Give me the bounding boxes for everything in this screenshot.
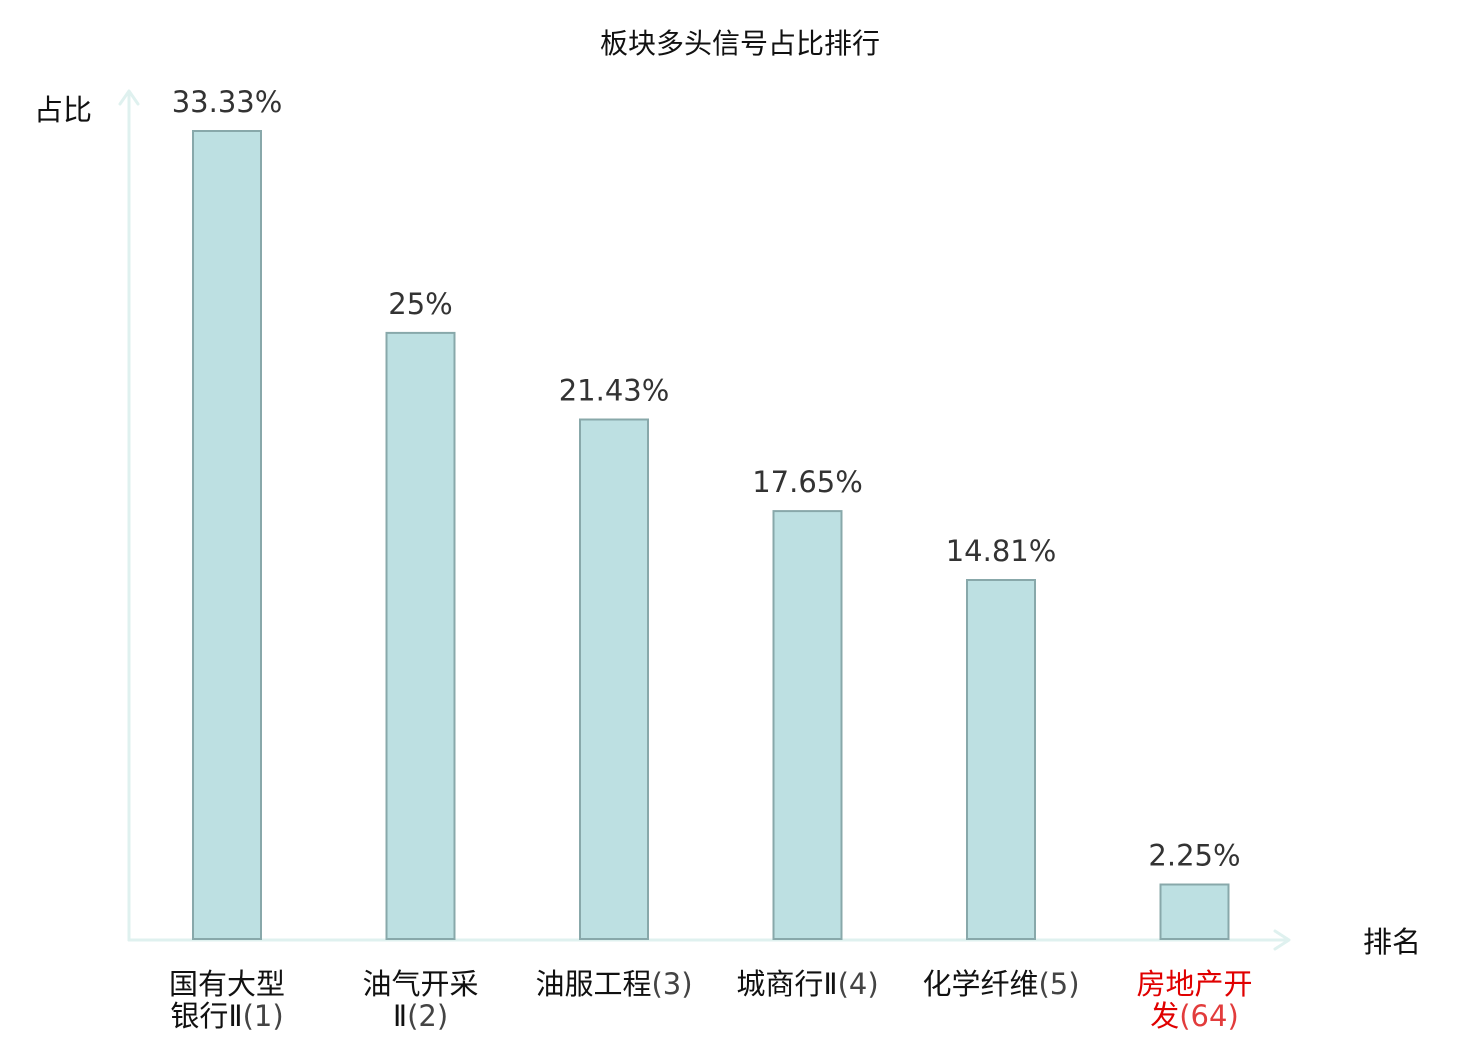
value-label-2: 25%	[388, 287, 452, 321]
category-label-2-line-2: Ⅱ(2)	[393, 999, 448, 1033]
bar-6	[1159, 883, 1230, 940]
bar-1	[192, 130, 262, 940]
category-label-3-line-1: 油服工程(3)	[535, 967, 692, 1001]
bar-2	[385, 331, 456, 940]
value-label-4: 17.65%	[752, 465, 863, 499]
category-label-6-line-1: 房地产开	[1136, 967, 1252, 1001]
category-label-2-line-1: 油气开采	[362, 967, 478, 1001]
value-label-5: 14.81%	[946, 534, 1057, 568]
value-label-6: 2.25%	[1148, 839, 1240, 873]
y-axis-title: 占比	[34, 93, 92, 127]
chart-title: 板块多头信号占比排行	[600, 27, 880, 60]
value-label-3: 21.43%	[559, 374, 670, 408]
x-axis-arrow	[1273, 929, 1291, 951]
bar-3	[579, 418, 649, 940]
category-label-5-line-1: 化学纤维(5)	[922, 967, 1079, 1001]
category-label-4-line-1: 城商行Ⅱ(4)	[736, 967, 878, 1001]
value-label-1: 33.33%	[172, 85, 283, 119]
category-label-1-line-1: 国有大型	[169, 967, 285, 1001]
category-label-6-line-2: 发(64)	[1150, 999, 1239, 1033]
bar-5	[966, 579, 1036, 940]
category-label-1-line-2: 银行Ⅱ(1)	[170, 999, 283, 1033]
y-axis-arrow	[118, 89, 140, 106]
x-axis-title: 排名	[1363, 925, 1421, 959]
bar-4	[772, 510, 843, 940]
